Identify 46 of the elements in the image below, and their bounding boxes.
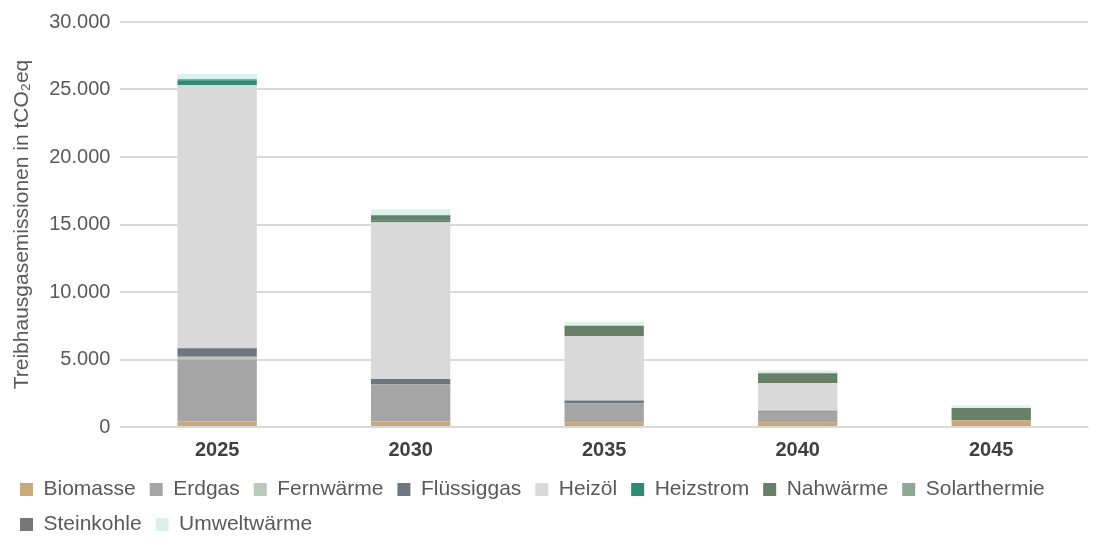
- legend-label: Umweltwärme: [179, 511, 313, 535]
- legend-label: Nahwärme: [786, 476, 889, 500]
- bar: [564, 321, 644, 326]
- x-tick-label: 2040: [775, 437, 820, 460]
- legend-label: Erdgas: [173, 476, 240, 500]
- x-tick-label: 2045: [968, 437, 1014, 460]
- legend-label: Flüssiggas: [420, 476, 522, 500]
- x-tick-label: 2025: [194, 437, 240, 460]
- legend-label: Heizöl: [558, 476, 618, 500]
- legend-label: Heizstrom: [654, 476, 750, 500]
- bar: [564, 400, 644, 404]
- bar: [177, 359, 257, 422]
- y-tick-label: 5.000: [60, 347, 111, 370]
- bar: [564, 325, 644, 337]
- bar: [177, 80, 257, 86]
- bar: [370, 379, 451, 385]
- bar: [758, 373, 838, 383]
- y-tick-label: 10.000: [49, 279, 111, 302]
- y-tick-label: 30.000: [49, 9, 111, 32]
- legend-label: Biomasse: [43, 476, 136, 500]
- bar: [370, 215, 451, 221]
- bar: [758, 422, 838, 426]
- bar: [951, 420, 1031, 426]
- bar: [758, 411, 838, 423]
- y-axis-title: Treibhausgasemissionen in tCO₂eq: [9, 59, 33, 390]
- bar: [177, 73, 257, 79]
- bar: [951, 407, 1031, 421]
- bar: [564, 403, 644, 423]
- bar: [370, 209, 451, 216]
- bar: [370, 384, 451, 422]
- legend-label: Solarthermie: [925, 476, 1045, 500]
- y-tick-label: 20.000: [49, 144, 111, 167]
- bar: [177, 421, 257, 426]
- bar: [177, 356, 257, 360]
- legend-label: Steinkohle: [43, 511, 142, 535]
- bar: [758, 382, 838, 411]
- bar: [758, 370, 838, 374]
- bar: [370, 421, 451, 426]
- bar: [177, 348, 257, 357]
- legend-label: Fernwärme: [277, 476, 384, 500]
- bar: [564, 422, 644, 426]
- y-tick-label: 15.000: [49, 212, 111, 235]
- y-tick-label: 25.000: [49, 77, 111, 100]
- x-tick-label: 2035: [581, 437, 627, 460]
- x-tick-label: 2030: [388, 437, 433, 460]
- y-tick-label: 0: [99, 414, 111, 437]
